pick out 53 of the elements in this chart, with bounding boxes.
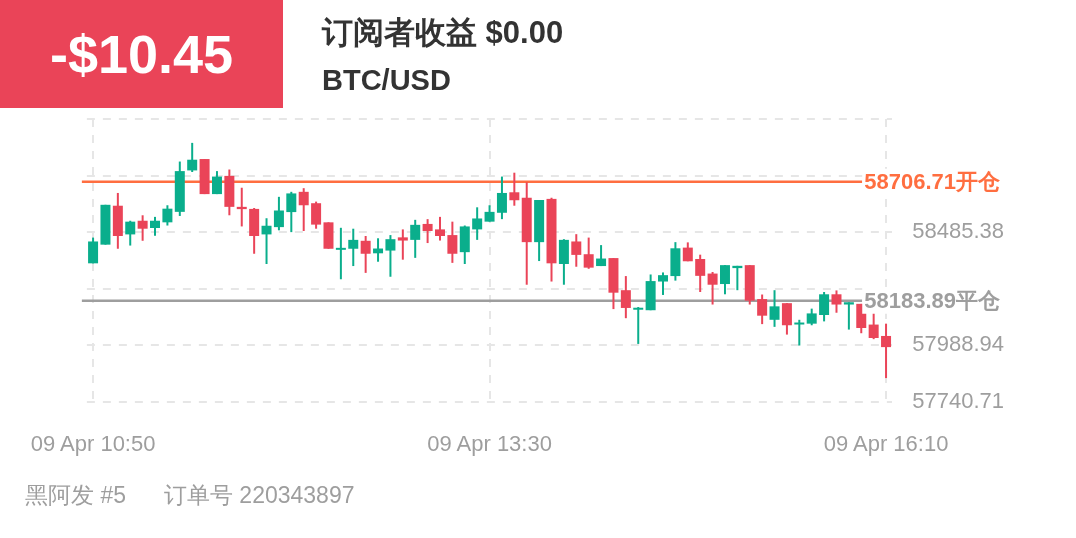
- y-tick-label: 57740.71: [912, 387, 1005, 413]
- text: -$10.45: [0, 0, 283, 108]
- candlestick: [707, 270, 718, 306]
- candlestick: [422, 218, 433, 245]
- candlestick: [397, 228, 408, 261]
- candlestick: [273, 195, 284, 232]
- candlestick: [187, 141, 198, 174]
- candlestick: [695, 253, 706, 294]
- candlestick: [348, 227, 359, 268]
- candlestick: [843, 301, 854, 331]
- candlestick: [286, 190, 297, 234]
- candlestick: [633, 306, 644, 345]
- candlestick: [794, 318, 805, 347]
- candlestick: [757, 293, 768, 326]
- x-tick-label: 09 Apr 13:30: [427, 430, 552, 456]
- x-tick-label: 09 Apr 10:50: [30, 430, 156, 456]
- candlestick: [447, 220, 458, 264]
- candlestick: [137, 214, 148, 242]
- candlestick: [868, 311, 879, 341]
- candlestick: [385, 234, 396, 278]
- candlestick: [719, 264, 730, 296]
- text: 订单号 220343897: [163, 481, 355, 510]
- candlestick: [311, 200, 322, 230]
- candlestick: [88, 236, 99, 265]
- candlestick: [162, 204, 173, 227]
- ref-line-label: 58183.89平仓: [864, 287, 1001, 313]
- candlestick: [620, 275, 631, 320]
- candlestick: [261, 217, 272, 266]
- candlestick: [819, 291, 830, 323]
- chart-title: 订阅者收益 $0.00: [322, 14, 564, 52]
- candlestick: [781, 302, 792, 336]
- text: 黑阿发 #5: [25, 481, 126, 510]
- candlestick: [150, 215, 161, 237]
- candlestick: [658, 271, 669, 296]
- candlestick: [410, 218, 421, 259]
- x-tick-label: 09 Apr 16:10: [823, 430, 949, 456]
- candlestick: [769, 289, 780, 328]
- ref-line-label: 58706.71开仓: [864, 168, 1001, 194]
- candlestick: [298, 187, 309, 232]
- candlestick: [571, 233, 582, 268]
- candlestick: [496, 175, 507, 221]
- y-tick-label: 57988.94: [912, 331, 1005, 357]
- candlestick: [360, 235, 371, 274]
- candlestick: [831, 289, 842, 314]
- candlestick: [335, 226, 346, 281]
- y-tick-label: 58485.38: [912, 218, 1005, 244]
- candlestick: [583, 236, 594, 270]
- candlestick: [472, 206, 483, 241]
- candlestick: [509, 171, 520, 207]
- candlestick: [435, 215, 445, 242]
- candlestick: [125, 219, 136, 247]
- candlestick: [881, 322, 892, 380]
- chart-subtitle: BTC/USD: [322, 64, 451, 97]
